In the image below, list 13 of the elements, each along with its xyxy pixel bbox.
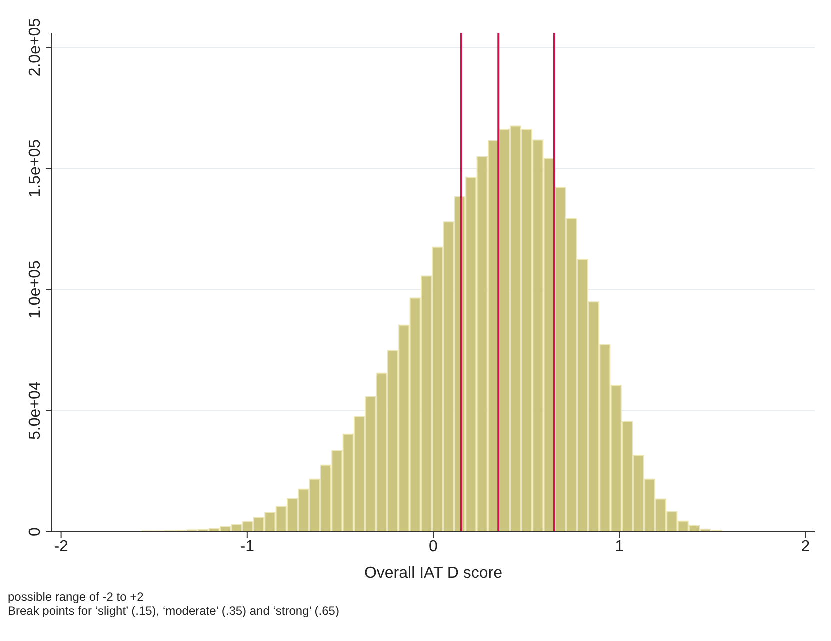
x-tick-label: -2 bbox=[54, 538, 69, 556]
x-tick-label: -1 bbox=[240, 538, 255, 556]
y-tick-label: 2.0e+05 bbox=[27, 18, 44, 77]
x-tick-label: 0 bbox=[429, 538, 438, 556]
y-tick-label: 0 bbox=[27, 527, 44, 536]
y-tick-label: 1.0e+05 bbox=[27, 260, 44, 319]
y-tick-label: 1.5e+05 bbox=[27, 139, 44, 198]
x-axis-title: Overall IAT D score bbox=[364, 565, 503, 582]
text: possible range of -2 to +2 bbox=[8, 590, 145, 604]
x-tick-label: 2 bbox=[801, 538, 810, 556]
text: Break points for ‘slight’ (.15), ‘moderate’ (.35) and ‘strong’ (.65) bbox=[8, 604, 340, 618]
y-tick-label: 5.0e+04 bbox=[27, 382, 44, 440]
x-tick-label: 1 bbox=[615, 538, 624, 556]
